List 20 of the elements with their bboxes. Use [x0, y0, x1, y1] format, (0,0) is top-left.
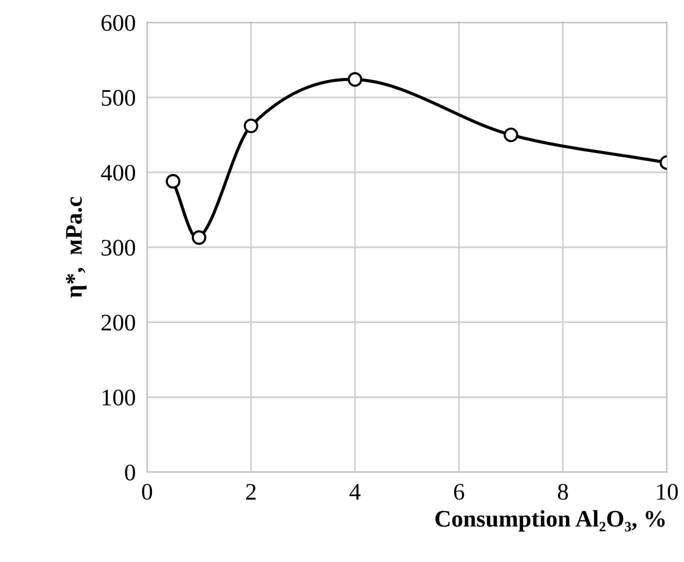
point: [166, 174, 180, 189]
x-tick-label: 2: [246, 484, 256, 500]
x-tick-label: 10: [657, 484, 678, 500]
y-tick-label: 300: [102, 240, 136, 256]
point: [244, 118, 258, 134]
y-tick-label: 200: [102, 314, 136, 331]
point: [504, 128, 518, 142]
y-tick-label: 500: [102, 90, 136, 106]
y-tick-label: 600: [102, 14, 136, 31]
x-tick-label: 6: [454, 484, 464, 500]
point: [192, 230, 206, 245]
x-tick-label: 8: [558, 484, 568, 500]
y-tick-label: 100: [102, 390, 136, 406]
point: [348, 72, 362, 87]
y-tick-label: 400: [100, 164, 136, 181]
y-tick-label: 0: [125, 464, 136, 481]
x-tick-label: 4: [350, 484, 361, 500]
y-axis-title: η*, мPa.c: [66, 197, 87, 298]
x-axis-title: Consumption Al₂O₃, %: [435, 510, 665, 532]
x-tick-label: 0: [142, 484, 152, 500]
